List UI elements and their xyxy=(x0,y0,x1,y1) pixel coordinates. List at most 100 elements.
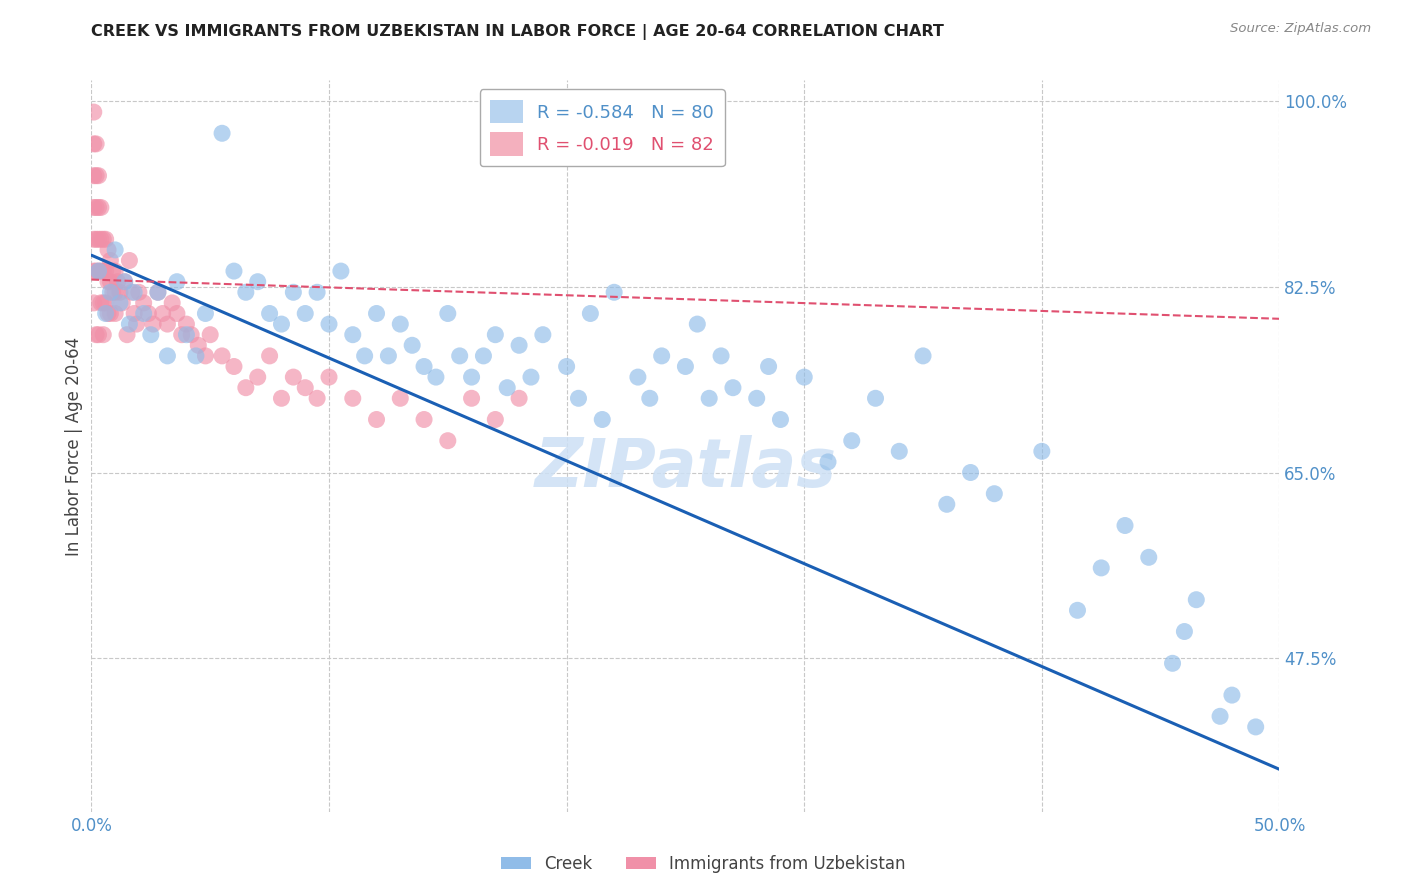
Point xyxy=(758,359,780,374)
Point xyxy=(107,275,129,289)
Point xyxy=(673,359,696,374)
Point xyxy=(180,327,202,342)
Point xyxy=(531,327,554,342)
Point xyxy=(889,444,911,458)
Point xyxy=(87,232,110,246)
Point xyxy=(100,253,122,268)
Point xyxy=(94,264,117,278)
Point xyxy=(90,201,112,215)
Point xyxy=(83,136,105,151)
Point xyxy=(97,243,120,257)
Point xyxy=(935,497,957,511)
Point xyxy=(187,338,209,352)
Point xyxy=(235,381,257,395)
Point xyxy=(294,306,316,320)
Point xyxy=(246,275,269,289)
Point xyxy=(246,370,269,384)
Point xyxy=(176,327,198,342)
Point xyxy=(87,264,110,278)
Point xyxy=(1161,657,1184,671)
Point xyxy=(114,275,136,289)
Point xyxy=(84,232,107,246)
Point xyxy=(318,317,340,331)
Point xyxy=(91,327,114,342)
Point xyxy=(259,306,281,320)
Text: CREEK VS IMMIGRANTS FROM UZBEKISTAN IN LABOR FORCE | AGE 20-64 CORRELATION CHART: CREEK VS IMMIGRANTS FROM UZBEKISTAN IN L… xyxy=(91,24,945,40)
Point xyxy=(156,349,179,363)
Point xyxy=(638,392,661,406)
Point xyxy=(591,412,613,426)
Point xyxy=(139,327,162,342)
Point xyxy=(166,275,188,289)
Point xyxy=(686,317,709,331)
Point xyxy=(94,296,117,310)
Point xyxy=(108,296,131,310)
Point xyxy=(101,264,124,278)
Point xyxy=(91,264,114,278)
Point xyxy=(484,327,506,342)
Point xyxy=(283,285,305,300)
Point xyxy=(100,306,122,320)
Point xyxy=(83,232,105,246)
Point xyxy=(84,327,107,342)
Point xyxy=(413,412,436,426)
Point xyxy=(329,264,352,278)
Point xyxy=(449,349,471,363)
Point xyxy=(307,392,329,406)
Point xyxy=(1209,709,1232,723)
Point xyxy=(146,285,169,300)
Point xyxy=(138,306,160,320)
Point xyxy=(401,338,423,352)
Point xyxy=(651,349,673,363)
Y-axis label: In Labor Force | Age 20-64: In Labor Force | Age 20-64 xyxy=(65,336,83,556)
Point xyxy=(235,285,257,300)
Point xyxy=(87,201,110,215)
Point xyxy=(91,296,114,310)
Point xyxy=(1220,688,1243,702)
Point xyxy=(194,306,217,320)
Point xyxy=(1066,603,1088,617)
Point xyxy=(270,392,292,406)
Point xyxy=(194,349,217,363)
Point xyxy=(1114,518,1136,533)
Point xyxy=(389,317,412,331)
Point xyxy=(436,434,458,448)
Point xyxy=(436,306,458,320)
Point xyxy=(84,136,107,151)
Point xyxy=(90,232,112,246)
Point xyxy=(259,349,281,363)
Point xyxy=(91,232,114,246)
Point xyxy=(94,232,117,246)
Point xyxy=(87,169,110,183)
Point xyxy=(142,317,165,331)
Point xyxy=(176,317,198,331)
Point xyxy=(841,434,863,448)
Point xyxy=(769,412,792,426)
Point xyxy=(104,264,127,278)
Point xyxy=(697,392,720,406)
Point xyxy=(270,317,292,331)
Point xyxy=(460,370,482,384)
Point xyxy=(84,169,107,183)
Point xyxy=(83,264,105,278)
Point xyxy=(318,370,340,384)
Point xyxy=(579,306,602,320)
Point xyxy=(87,264,110,278)
Point xyxy=(1185,592,1208,607)
Point xyxy=(118,253,141,268)
Point xyxy=(170,327,193,342)
Point xyxy=(156,317,179,331)
Point xyxy=(132,296,155,310)
Point xyxy=(508,392,530,406)
Point xyxy=(111,296,134,310)
Point xyxy=(166,306,188,320)
Point xyxy=(1137,550,1160,565)
Point xyxy=(721,381,744,395)
Point xyxy=(413,359,436,374)
Point xyxy=(520,370,543,384)
Point xyxy=(84,201,107,215)
Point xyxy=(793,370,815,384)
Point xyxy=(745,392,768,406)
Point xyxy=(508,338,530,352)
Point xyxy=(983,486,1005,500)
